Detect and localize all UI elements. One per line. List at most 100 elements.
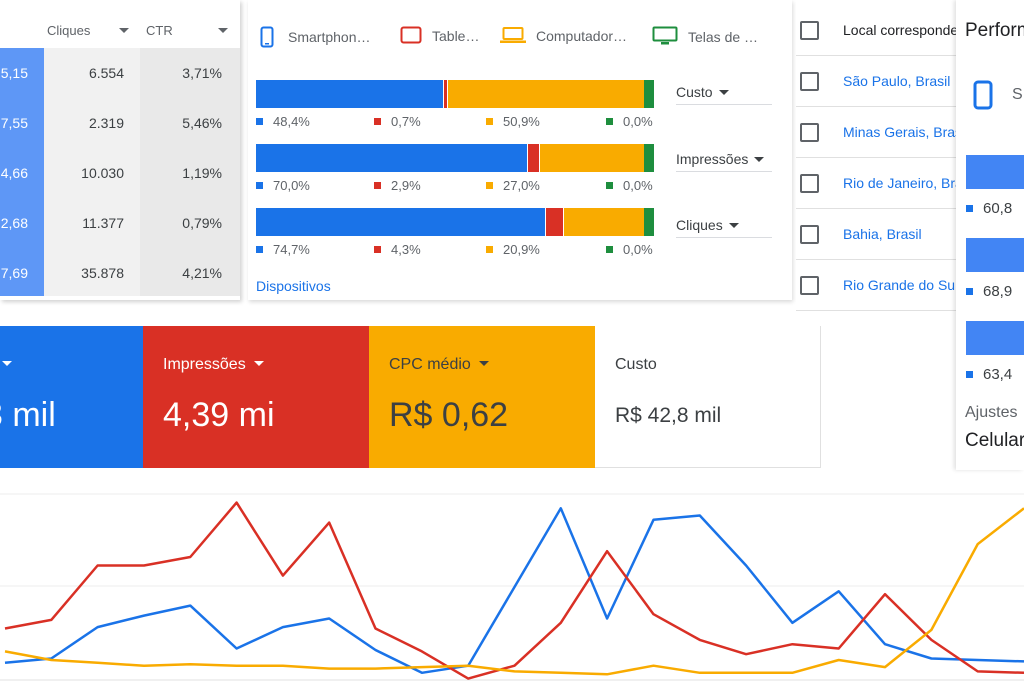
performance-bar bbox=[966, 238, 1024, 272]
column-header-ctr[interactable]: CTR bbox=[146, 0, 236, 48]
cell-clicks: 11.377 bbox=[82, 215, 124, 231]
performance-bar bbox=[966, 321, 1024, 355]
sort-caret-icon bbox=[119, 28, 129, 33]
pct-tv: 0,0% bbox=[606, 242, 653, 257]
bar-segment-smartphone bbox=[256, 208, 545, 236]
legend-label: Table… bbox=[432, 28, 480, 44]
locations-table: Local correspondente São Paulo, Brasil M… bbox=[796, 0, 956, 312]
locations-header: Local correspondente bbox=[843, 22, 956, 38]
legend-label: Telas de … bbox=[688, 29, 759, 45]
cell-clicks: 10.030 bbox=[81, 165, 124, 181]
bar-segment-tv bbox=[644, 208, 654, 236]
performance-bar bbox=[966, 155, 1024, 189]
locations-header-row: Local correspondente bbox=[796, 5, 956, 56]
cell-partial: 4,66 bbox=[0, 165, 28, 181]
pct-computer: 27,0% bbox=[486, 178, 540, 193]
column-header-clicks-label: Cliques bbox=[47, 23, 91, 38]
location-link[interactable]: Bahia, Brasil bbox=[843, 226, 922, 242]
pct-tablet: 4,3% bbox=[374, 242, 421, 257]
location-link[interactable]: São Paulo, Brasil bbox=[843, 73, 951, 89]
scorecard-value: 4,39 mi bbox=[163, 396, 275, 434]
cell-partial: 5,15 bbox=[0, 65, 28, 81]
metric-select-clicks[interactable]: Cliques bbox=[676, 217, 772, 238]
row-checkbox[interactable] bbox=[800, 276, 819, 295]
bar-segment-tablet bbox=[544, 208, 563, 236]
performance-value: 60,8 bbox=[966, 200, 1012, 217]
cell-ctr: 5,46% bbox=[182, 115, 222, 131]
cell-clicks: 6.554 bbox=[88, 65, 124, 81]
cell-ctr: 1,19% bbox=[182, 165, 222, 181]
legend-tv[interactable]: Telas de … bbox=[652, 26, 758, 46]
scorecard-clicks[interactable]: 3 mil bbox=[0, 326, 143, 468]
bar-segment-computer bbox=[446, 80, 645, 108]
dropdown-caret-icon bbox=[2, 356, 12, 374]
dropdown-caret-icon bbox=[754, 157, 765, 162]
bar-segment-tv bbox=[644, 144, 654, 172]
scorecard-label: Custo bbox=[615, 356, 657, 373]
smartphone-icon bbox=[260, 26, 274, 48]
scorecard-value: R$ 0,62 bbox=[389, 396, 509, 434]
bar-segment-tv bbox=[644, 80, 654, 108]
legend-smartphone[interactable]: Smartphon… bbox=[260, 26, 370, 48]
performance-title: Performance bbox=[965, 20, 1024, 41]
scorecard-label: Impressões bbox=[163, 356, 246, 373]
performance-panel: Performance S 60,8 68,9 63,4 Ajustes Cel… bbox=[956, 0, 1024, 470]
device-bar-impressions bbox=[256, 144, 654, 172]
devices-link[interactable]: Dispositivos bbox=[256, 278, 331, 294]
cell-ctr: 3,71% bbox=[182, 65, 222, 81]
location-link[interactable]: Rio de Janeiro, Brasil bbox=[843, 175, 956, 191]
location-link[interactable]: Minas Gerais, Brasil bbox=[843, 124, 956, 140]
smartphone-icon bbox=[973, 80, 993, 110]
row-checkbox[interactable] bbox=[800, 225, 819, 244]
column-header-ctr-label: CTR bbox=[146, 23, 173, 38]
column-header-clicks[interactable]: Cliques bbox=[47, 0, 137, 48]
device-bar-clicks bbox=[256, 208, 654, 236]
cell-clicks: 35.878 bbox=[81, 265, 124, 281]
performance-value: 68,9 bbox=[966, 283, 1012, 300]
cell-ctr: 0,79% bbox=[182, 215, 222, 231]
pct-computer: 50,9% bbox=[486, 114, 540, 129]
bar-segment-computer bbox=[538, 144, 645, 172]
legend-label: Computador… bbox=[536, 28, 628, 44]
pct-tv: 0,0% bbox=[606, 178, 653, 193]
performance-line-chart bbox=[0, 493, 1024, 681]
row-checkbox[interactable] bbox=[800, 174, 819, 193]
tablet-icon bbox=[400, 26, 422, 44]
list-item: São Paulo, Brasil bbox=[796, 56, 956, 107]
cell-ctr: 4,21% bbox=[182, 265, 222, 281]
legend-tablet[interactable]: Table… bbox=[400, 26, 479, 44]
pct-computer: 20,9% bbox=[486, 242, 540, 257]
series-line-1 bbox=[4, 501, 1024, 680]
pct-smartphone: 70,0% bbox=[256, 178, 310, 193]
list-item: Minas Gerais, Brasil bbox=[796, 107, 956, 158]
row-checkbox[interactable] bbox=[800, 72, 819, 91]
metric-select-impressions[interactable]: Impressões bbox=[676, 151, 772, 172]
partial-column bbox=[0, 48, 44, 296]
scorecard-cost[interactable]: Custo R$ 42,8 mil bbox=[595, 326, 821, 468]
bar-segment-tablet bbox=[526, 144, 539, 172]
list-item: Bahia, Brasil bbox=[796, 209, 956, 260]
devices-card: Smartphon… Table… Computador… Telas de …… bbox=[248, 0, 792, 300]
performance-value: 63,4 bbox=[966, 366, 1012, 383]
pct-smartphone: 48,4% bbox=[256, 114, 310, 129]
dropdown-caret-icon bbox=[478, 361, 489, 366]
cell-partial: 2,68 bbox=[0, 215, 28, 231]
cell-clicks: 2.319 bbox=[88, 115, 124, 131]
scorecard-impressions[interactable]: Impressões 4,39 mi bbox=[143, 326, 369, 468]
pct-tablet: 0,7% bbox=[374, 114, 421, 129]
laptop-icon bbox=[500, 27, 526, 43]
legend-computer[interactable]: Computador… bbox=[500, 26, 627, 44]
adjustments-value: Celular bbox=[965, 430, 1024, 451]
list-item: Rio de Janeiro, Brasil bbox=[796, 158, 956, 209]
tv-icon bbox=[652, 26, 678, 45]
location-link[interactable]: Rio Grande do Sul, Brasil bbox=[843, 277, 956, 293]
adjustments-label: Ajustes bbox=[965, 404, 1018, 421]
bar-segment-smartphone bbox=[256, 80, 443, 108]
row-checkbox[interactable] bbox=[800, 123, 819, 142]
ctr-column-bg bbox=[140, 48, 240, 296]
dropdown-caret-icon bbox=[253, 361, 264, 366]
scorecard-avg-cpc[interactable]: CPC médio R$ 0,62 bbox=[369, 326, 595, 468]
select-all-checkbox[interactable] bbox=[800, 21, 819, 40]
list-item: Rio Grande do Sul, Brasil bbox=[796, 260, 956, 311]
metric-select-cost[interactable]: Custo bbox=[676, 84, 772, 105]
